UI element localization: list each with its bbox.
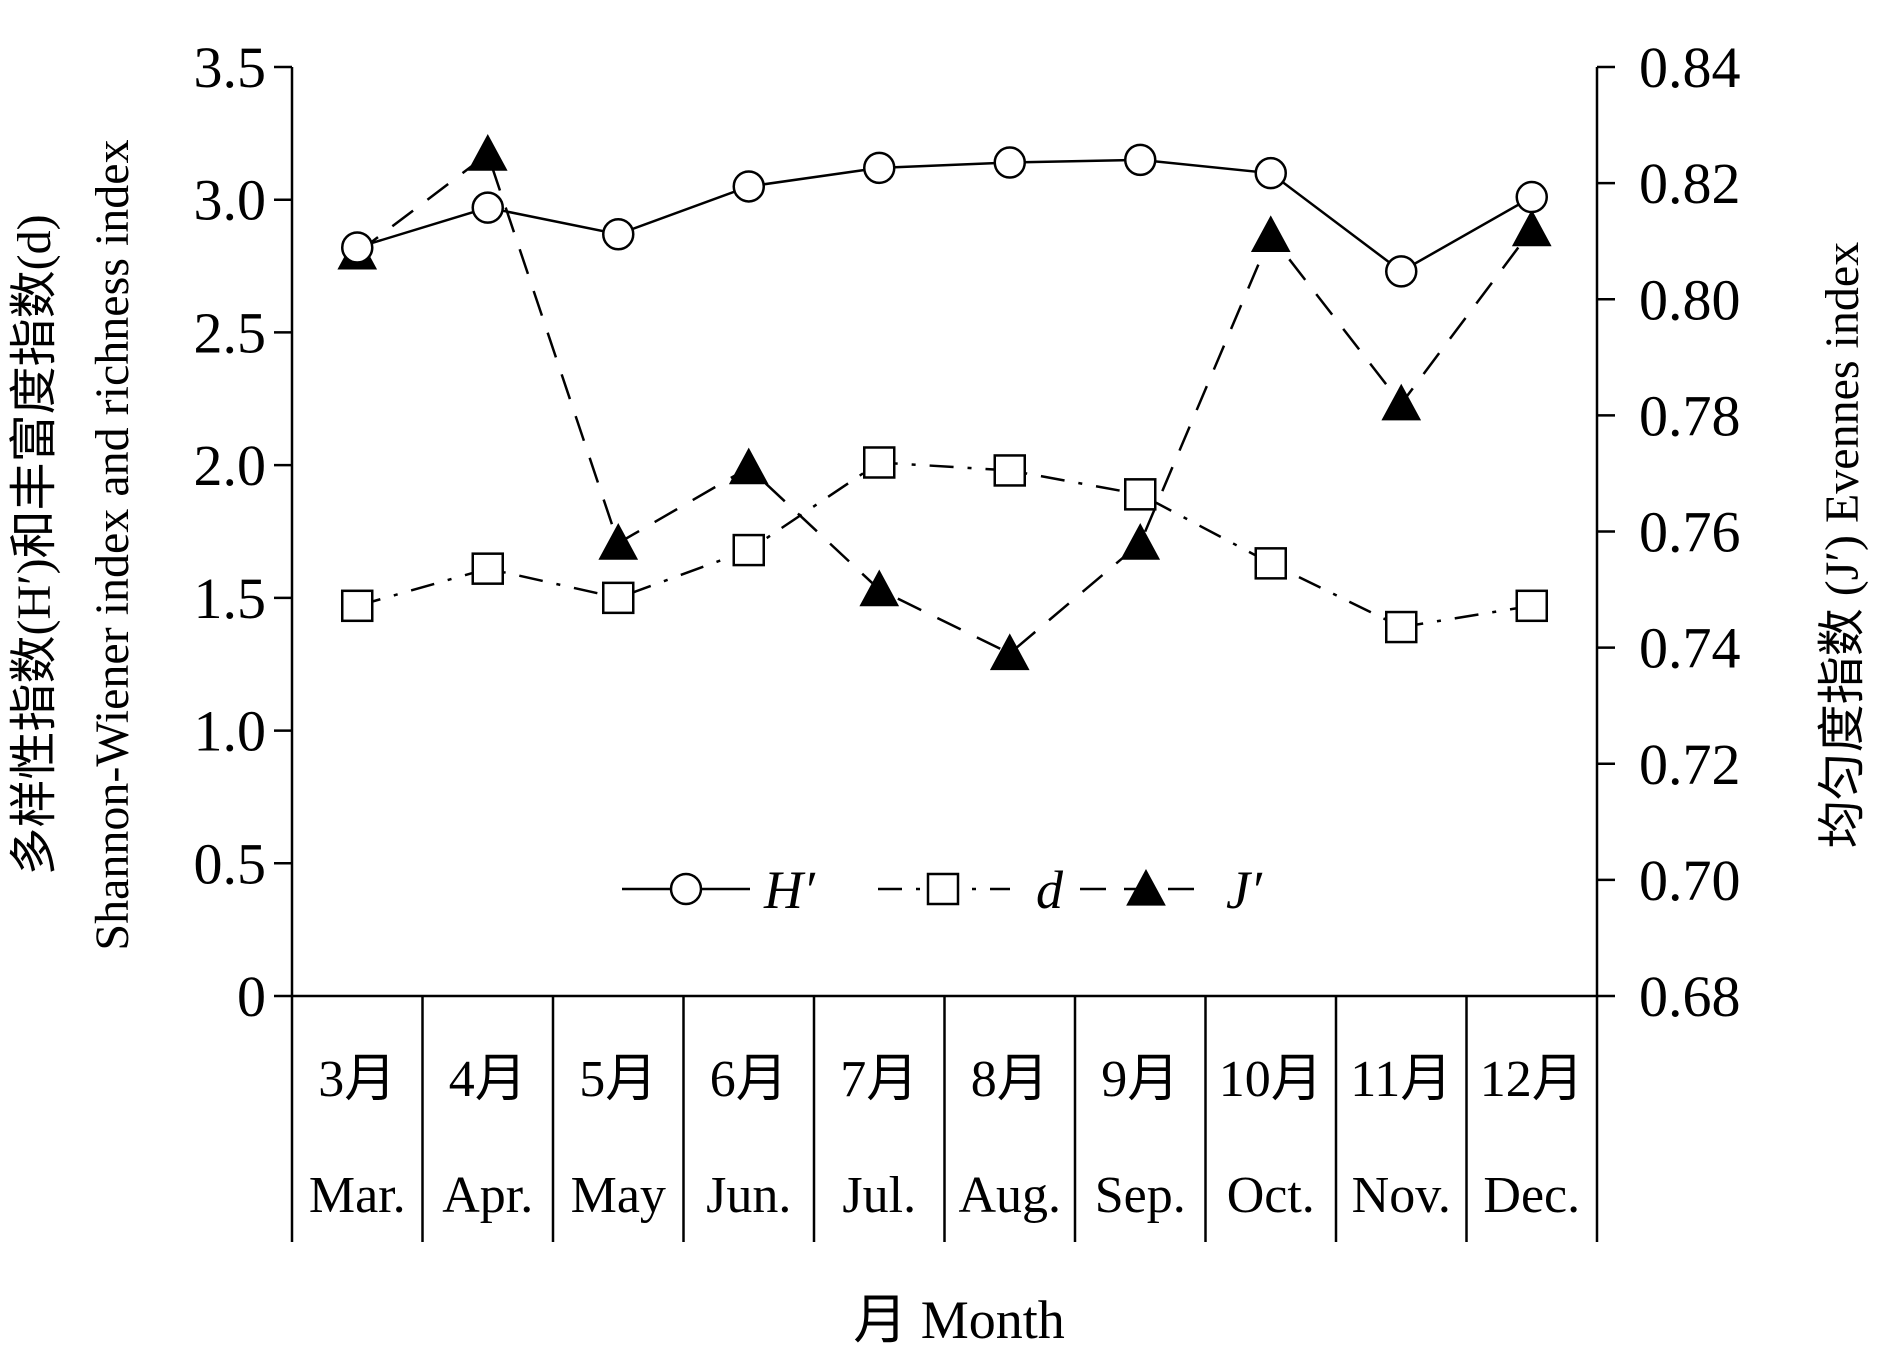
- point-H: [993, 146, 1026, 179]
- point-H: [1124, 143, 1157, 177]
- category-table: 3月 4月 5月 6月 7月 8月 9月 10月 11月 12月 Mar. Apr. May Jun. Ju…: [309, 996, 1584, 1242]
- series-layer: [337, 134, 1552, 671]
- point-H: [471, 191, 504, 224]
- left-tick-label: 3.0: [194, 168, 267, 233]
- right-tick-label: 0.84: [1639, 35, 1741, 100]
- category-label-en: Nov.: [1352, 1167, 1451, 1224]
- category-label-zh: 9月: [1101, 1051, 1179, 1108]
- right-tick-label: 0.78: [1639, 383, 1741, 448]
- point-J: [467, 134, 508, 171]
- category-label-zh: 11月: [1350, 1051, 1452, 1108]
- category-label-en: May: [571, 1167, 666, 1224]
- left-tick-label: 0.5: [194, 831, 267, 896]
- category-label-zh: 3月: [318, 1051, 396, 1108]
- left-axis-title-zh: 多样性指数(H′)和丰富度指数(d): [8, 214, 61, 875]
- left-tick-label: 0: [237, 964, 266, 1029]
- point-J: [1381, 383, 1422, 421]
- legend-marker: [669, 872, 703, 906]
- legend-label: J′: [1226, 860, 1263, 920]
- point-d: [863, 446, 896, 479]
- category-label-en: Dec.: [1483, 1167, 1580, 1224]
- point-H: [1385, 255, 1418, 288]
- right-tick-label: 0.74: [1639, 616, 1741, 681]
- category-label-en: Jul.: [842, 1167, 916, 1224]
- category-label-zh: 4月: [449, 1051, 527, 1108]
- legend-marker: [1126, 868, 1166, 906]
- point-J: [989, 633, 1030, 671]
- left-tick-label: 3.5: [194, 35, 267, 100]
- legend-label: H′: [763, 860, 816, 920]
- left-tick-label: 1.5: [194, 566, 267, 631]
- right-tick-label: 0.68: [1639, 964, 1741, 1029]
- point-H: [1515, 180, 1548, 214]
- x-axis-title: 月 Month: [853, 1290, 1065, 1347]
- category-label-en: Aug.: [958, 1167, 1061, 1224]
- right-tick-label: 0.80: [1639, 267, 1741, 332]
- legend-label: d: [1036, 860, 1064, 920]
- right-tick-label: 0.70: [1639, 848, 1741, 913]
- point-J: [1511, 209, 1552, 247]
- point-H: [341, 231, 374, 264]
- point-H: [602, 217, 635, 251]
- series-line-d: [356, 461, 1532, 629]
- right-axis-ticks: 0.68 0.70 0.72 0.74 0.76 0.78 0.80 0.82 0.84: [1597, 35, 1741, 1029]
- point-d: [341, 589, 374, 623]
- point-J: [1250, 215, 1291, 253]
- point-J: [859, 569, 900, 607]
- point-d: [1124, 478, 1157, 511]
- point-J: [598, 523, 639, 560]
- category-label-en: Apr.: [442, 1167, 533, 1224]
- point-d: [1385, 610, 1418, 644]
- point-J: [1120, 523, 1161, 560]
- left-tick-label: 2.0: [194, 433, 267, 498]
- point-H: [863, 151, 896, 185]
- point-d: [602, 581, 635, 615]
- category-label-en: Oct.: [1227, 1167, 1315, 1224]
- category-label-zh: 10月: [1219, 1051, 1323, 1108]
- left-axis-ticks: 0 0.5 1.0 1.5 2.0 2.5 3.0 3.5: [194, 35, 292, 1029]
- legend: H′ d J′: [622, 860, 1263, 920]
- legend-marker: [926, 872, 960, 906]
- point-d: [1515, 589, 1548, 623]
- category-label-zh: 8月: [971, 1051, 1049, 1108]
- point-d: [471, 552, 504, 585]
- left-axis-title-en: Shannon-Wiener index and richness index: [86, 139, 139, 950]
- series-line-J: [356, 152, 1533, 655]
- category-label-zh: 5月: [579, 1051, 657, 1108]
- right-axis-title: 均匀度指数 (J′) Evennes index: [1816, 242, 1869, 848]
- category-label-en: Jun.: [706, 1167, 791, 1224]
- point-d: [993, 454, 1026, 487]
- point-d: [1254, 547, 1287, 580]
- category-label-zh: 6月: [710, 1051, 788, 1108]
- left-tick-label: 2.5: [194, 300, 267, 365]
- series-line-H: [356, 158, 1533, 273]
- point-d: [732, 533, 765, 567]
- point-H: [732, 170, 765, 203]
- point-H: [1254, 156, 1287, 190]
- right-tick-label: 0.72: [1639, 732, 1741, 797]
- category-label-en: Mar.: [309, 1167, 406, 1224]
- category-label-zh: 7月: [840, 1051, 918, 1108]
- point-J: [728, 447, 769, 485]
- category-label-en: Sep.: [1095, 1167, 1186, 1224]
- right-tick-label: 0.76: [1639, 500, 1741, 565]
- category-label-zh: 12月: [1480, 1051, 1584, 1108]
- right-tick-label: 0.82: [1639, 151, 1741, 216]
- left-tick-label: 1.0: [194, 699, 267, 764]
